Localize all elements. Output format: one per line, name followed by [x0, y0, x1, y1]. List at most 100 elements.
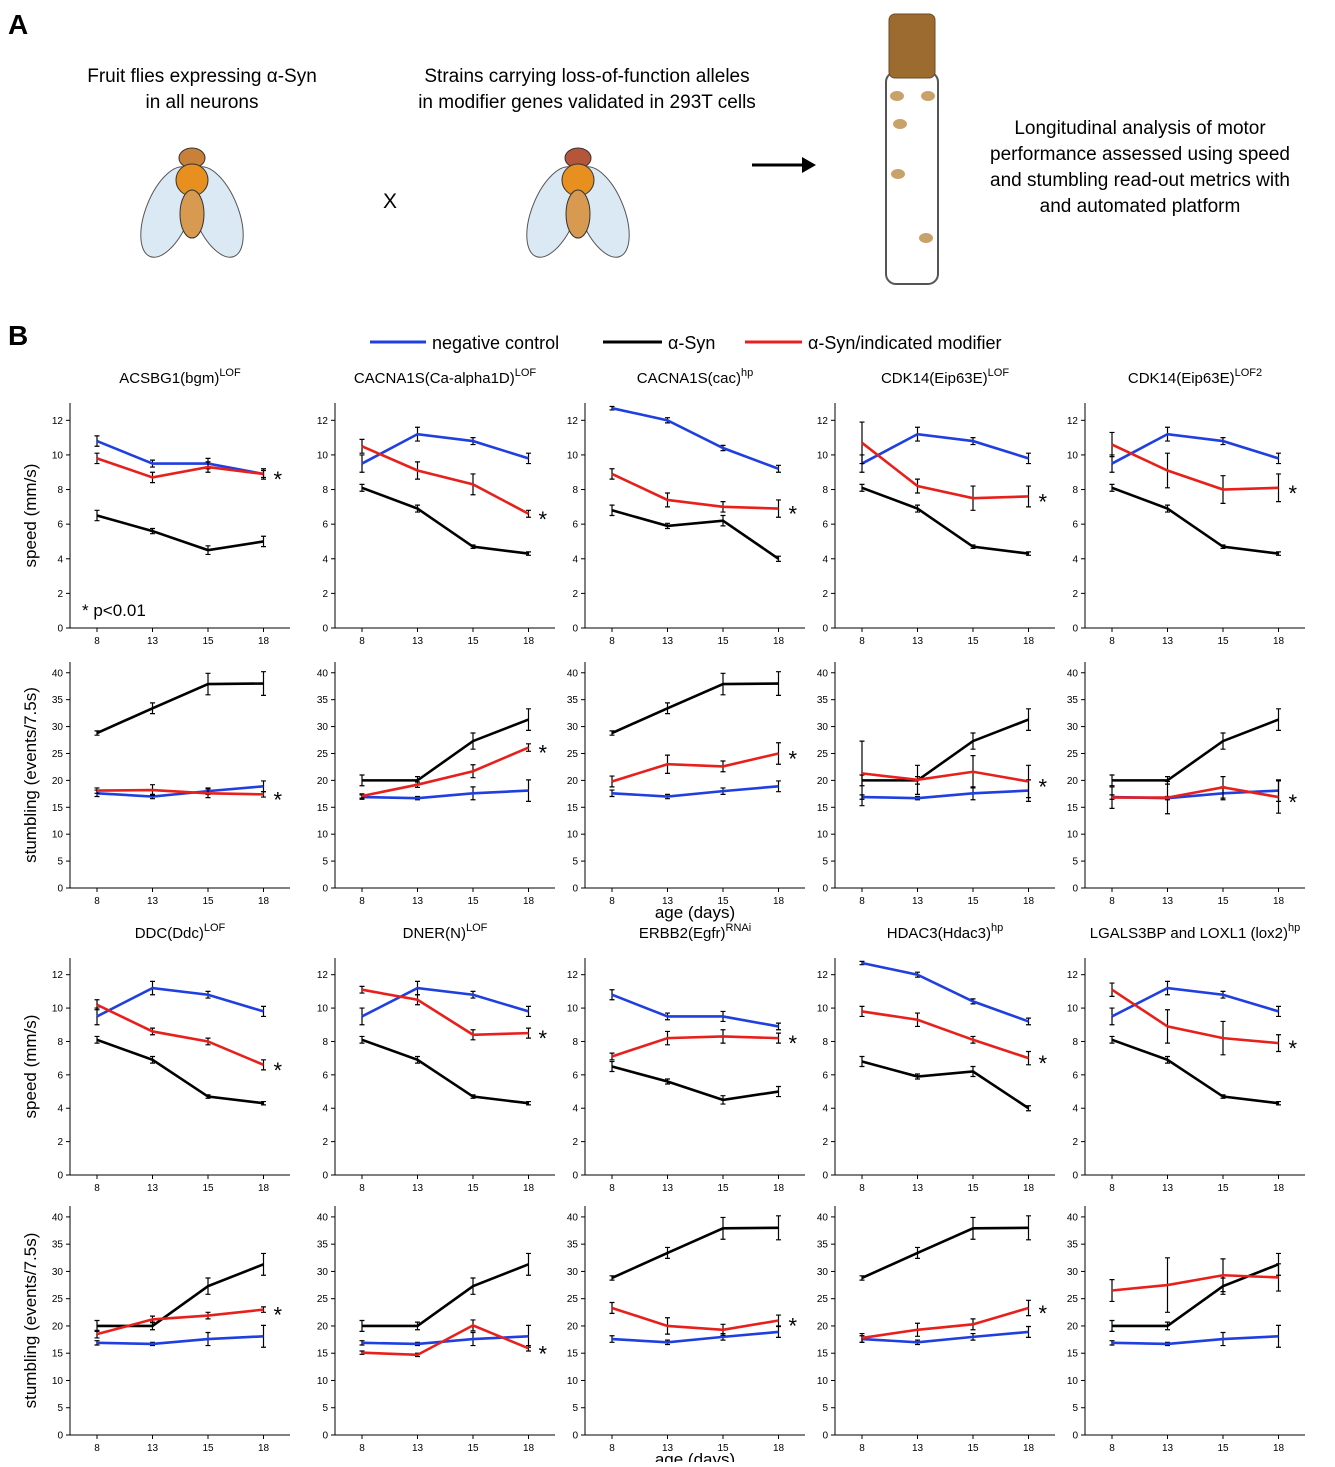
y-tick-label: 40	[567, 668, 579, 679]
data-line	[861, 1330, 1029, 1344]
x-tick-label: 18	[773, 1183, 785, 1194]
y-tick-label: 12	[317, 416, 329, 427]
significance-marker: *	[1039, 1051, 1048, 1076]
y-tick-label: 20	[567, 1321, 579, 1332]
significance-marker: *	[539, 741, 548, 766]
error-bar	[609, 989, 615, 1001]
y-tick-label: 8	[572, 485, 578, 496]
x-tick-label: 15	[202, 1443, 214, 1454]
title-text: CACNA1S(Ca-alpha1D)	[354, 370, 515, 387]
error-bar	[776, 1022, 781, 1031]
y-tick-label: 30	[317, 1267, 329, 1278]
y-tick-label: 40	[567, 1212, 579, 1223]
x-tick-label: 13	[662, 636, 674, 647]
y-tick-label: 10	[52, 450, 64, 461]
error-bar	[859, 1332, 865, 1343]
y-tick-label: 25	[52, 749, 64, 760]
y-tick-label: 4	[822, 554, 828, 565]
y-tick-label: 25	[567, 749, 579, 760]
y-tick-label: 0	[822, 1431, 828, 1442]
y-tick-label: 15	[817, 1349, 829, 1360]
chart-title: CDK14(Eip63E)LOF	[881, 367, 1009, 387]
y-tick-label: 4	[822, 1104, 828, 1115]
significance-marker: *	[789, 1031, 798, 1056]
x-tick-label: 8	[609, 1443, 615, 1454]
data-line	[96, 1308, 264, 1336]
data-line	[96, 439, 264, 476]
y-tick-label: 12	[52, 416, 64, 427]
significance-marker: *	[1289, 1036, 1298, 1061]
x-tick-label: 15	[717, 896, 729, 907]
chart-title: LGALS3BP and LOXL1 (lox2)hp	[1090, 922, 1300, 942]
y-tick-label: 12	[567, 416, 579, 427]
y-axis-label: speed (mm/s)	[21, 1015, 40, 1119]
data-line	[611, 406, 779, 470]
y-tick-label: 12	[817, 416, 829, 427]
y-tick-label: 30	[567, 1267, 579, 1278]
significance-marker: *	[274, 467, 283, 492]
significance-marker: *	[789, 1314, 798, 1339]
error-bar	[359, 454, 365, 473]
description: and stumbling read-out metrics with	[990, 170, 1290, 191]
y-tick-label: 10	[317, 1376, 329, 1387]
y-tick-label: 12	[1067, 970, 1079, 981]
x-tick-label: 13	[912, 636, 924, 647]
x-tick-label: 8	[859, 636, 865, 647]
data-line	[611, 785, 779, 798]
significance-marker: *	[1289, 790, 1298, 815]
vial-illustration	[885, 13, 939, 285]
x-tick-label: 18	[1023, 1443, 1035, 1454]
x-tick-label: 8	[359, 1183, 365, 1194]
x-tick-label: 18	[258, 896, 270, 907]
x-tick-label: 18	[1273, 1443, 1285, 1454]
y-tick-label: 30	[567, 722, 579, 733]
x-tick-label: 13	[147, 1443, 159, 1454]
error-bar	[609, 468, 615, 480]
y-tick-label: 0	[822, 624, 828, 635]
x-tick-label: 15	[717, 1443, 729, 1454]
data-line	[861, 486, 1029, 555]
error-bar	[526, 1027, 531, 1039]
x-tick-label: 13	[1162, 1183, 1174, 1194]
y-tick-label: 20	[817, 776, 829, 787]
y-tick-label: 20	[567, 776, 579, 787]
y-tick-label: 0	[822, 884, 828, 895]
y-tick-label: 10	[317, 1004, 329, 1015]
x-tick-label: 8	[609, 636, 615, 647]
chart-title: DNER(N)LOF	[403, 922, 488, 942]
data-line	[361, 486, 529, 555]
title-superscript: LOF	[988, 367, 1010, 379]
x-tick-label: 13	[1162, 896, 1174, 907]
y-tick-label: 5	[322, 1403, 328, 1414]
y-tick-label: 40	[817, 1212, 829, 1223]
y-tick-label: 5	[57, 1403, 63, 1414]
description: Strains carrying loss-of-function allele…	[424, 66, 749, 87]
error-bar	[776, 742, 781, 765]
description: and automated platform	[1040, 196, 1241, 217]
y-tick-label: 25	[817, 749, 829, 760]
y-tick-label: 25	[817, 1294, 829, 1305]
y-tick-label: 5	[822, 1403, 828, 1414]
data-line	[611, 1226, 779, 1280]
y-tick-label: 6	[572, 520, 578, 531]
y-tick-label: 0	[322, 624, 328, 635]
error-bar	[359, 483, 365, 492]
error-bar	[1026, 1215, 1031, 1241]
x-tick-label: 8	[609, 1183, 615, 1194]
title-text: ACSBG1(bgm)	[119, 370, 219, 387]
significance-marker: *	[539, 507, 548, 532]
y-tick-label: 4	[1072, 1104, 1078, 1115]
x-tick-label: 18	[1023, 636, 1035, 647]
y-tick-label: 10	[817, 450, 829, 461]
description: in modifier genes validated in 293T cell…	[418, 92, 756, 113]
y-tick-label: 15	[317, 803, 329, 814]
error-bar	[526, 708, 531, 731]
significance-marker: *	[539, 1341, 548, 1366]
error-bar	[859, 1005, 865, 1018]
error-bar	[609, 504, 615, 517]
x-tick-label: 15	[1217, 1443, 1229, 1454]
y-tick-label: 25	[567, 1294, 579, 1305]
x-tick-label: 13	[662, 896, 674, 907]
y-tick-label: 30	[1067, 1267, 1079, 1278]
title-superscript: LOF	[466, 922, 488, 934]
